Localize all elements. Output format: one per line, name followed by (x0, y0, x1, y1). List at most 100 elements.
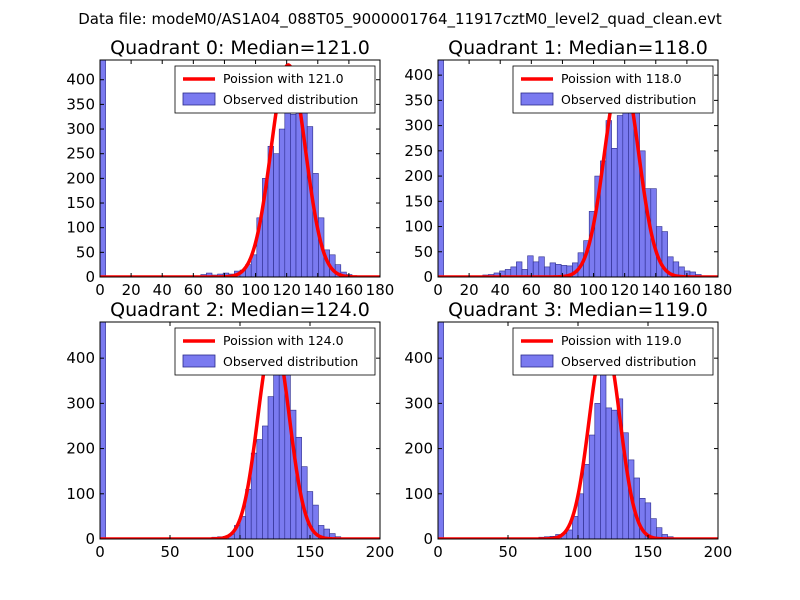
histogram-bar (605, 407, 612, 539)
x-tick-label: 150 (634, 543, 663, 561)
histogram-bar (312, 504, 319, 539)
histogram-bar (583, 464, 590, 539)
histogram-bar (278, 364, 286, 539)
x-tick-label: 20 (460, 281, 479, 299)
x-tick-label: 50 (498, 543, 517, 561)
y-tick-label: 400 (66, 349, 95, 367)
quadrant-0-panel: 0 20 40 60 80 100 120 140 160 1800501001502002503… (66, 37, 394, 299)
plot-area (438, 322, 718, 539)
panel-title: Quadrant 0: Median=121.0 (110, 37, 370, 59)
legend-observed-label: Observed distribution (561, 92, 696, 107)
x-tick-label: 40 (491, 281, 510, 299)
histogram-bar (628, 105, 635, 277)
x-tick-label: 100 (241, 281, 270, 299)
x-tick-label: 0 (95, 543, 105, 561)
y-tick-label: 50 (414, 243, 433, 261)
y-tick-label: 100 (404, 485, 433, 503)
y-tick-label: 0 (85, 268, 95, 286)
legend: Poission with 119.0 Observed distribution (512, 327, 714, 376)
plot-area (438, 60, 718, 277)
poisson-curve (100, 63, 380, 277)
histogram-bar (594, 403, 601, 539)
y-tick-label: 0 (423, 530, 433, 548)
x-tick-label: 80 (215, 281, 234, 299)
y-tick-label: 300 (404, 117, 433, 135)
poisson-curve (438, 68, 718, 277)
legend-observed-label: Observed distribution (561, 354, 696, 369)
x-tick-label: 120 (610, 281, 639, 299)
x-tick-label: 60 (522, 281, 541, 299)
y-tick-label: 50 (76, 243, 95, 261)
y-tick-label: 300 (404, 394, 433, 412)
legend-poisson-label: Poission with 124.0 (223, 333, 344, 348)
y-tick-label: 100 (66, 485, 95, 503)
axes-frame (99, 59, 381, 278)
histogram-bar (278, 128, 286, 277)
y-tick-label: 150 (66, 194, 95, 212)
x-tick-label: 0 (433, 281, 443, 299)
y-tick-label: 0 (423, 268, 433, 286)
histogram-bar (438, 322, 444, 539)
x-tick-label: 180 (366, 281, 395, 299)
y-tick-label: 400 (404, 66, 433, 84)
histogram-bar (549, 262, 556, 277)
y-tick-label: 400 (404, 349, 433, 367)
histogram-bar (611, 409, 618, 539)
quadrant-2-panel: 0 50 100 150 200 0 100 200 300 400 Quadrant 2: Med… (66, 299, 394, 561)
y-tick-label: 200 (404, 440, 433, 458)
legend-observed-label: Observed distribution (223, 354, 358, 369)
legend-observed-swatch (520, 92, 554, 106)
y-tick-label: 200 (66, 169, 95, 187)
quadrant-1-panel: 0 20 40 60 80 100 120 140 160 1800501001502002503… (404, 37, 732, 299)
x-tick-label: 160 (335, 281, 364, 299)
legend: Poission with 118.0 Observed distribution (512, 65, 714, 114)
histogram-bar (284, 91, 291, 277)
legend-poisson-label: Poission with 121.0 (223, 71, 344, 86)
histogram-bar (616, 115, 624, 277)
plot-area (100, 60, 380, 277)
x-tick-label: 60 (184, 281, 203, 299)
x-tick-label: 20 (122, 281, 141, 299)
quadrant-3-panel: 0 50 100 150 200 0 100 200 300 400 Quadrant 3: Med… (404, 299, 732, 561)
histogram-bar (527, 255, 534, 277)
x-tick-label: 180 (704, 281, 733, 299)
x-tick-label: 80 (553, 281, 572, 299)
y-tick-label: 350 (66, 95, 95, 113)
y-tick-label: 250 (66, 145, 95, 163)
legend-observed-swatch (182, 354, 216, 368)
x-tick-label: 0 (433, 543, 443, 561)
histogram-bar (438, 60, 444, 277)
y-tick-label: 250 (404, 142, 433, 160)
legend-observed-swatch (520, 354, 554, 368)
x-tick-label: 40 (153, 281, 172, 299)
x-tick-label: 200 (704, 543, 733, 561)
y-tick-label: 300 (66, 394, 95, 412)
legend-poisson-label: Poission with 118.0 (561, 71, 682, 86)
histogram-bar (100, 60, 106, 277)
y-tick-label: 400 (66, 71, 95, 89)
histogram-bar (256, 439, 263, 539)
y-tick-label: 200 (404, 167, 433, 185)
x-tick-label: 0 (95, 281, 105, 299)
histogram-bar (516, 261, 523, 277)
x-tick-label: 120 (272, 281, 301, 299)
x-tick-label: 160 (673, 281, 702, 299)
legend-observed-swatch (182, 92, 216, 106)
x-tick-label: 200 (366, 543, 395, 561)
histogram-bar (532, 261, 540, 277)
histogram-bar (611, 148, 618, 277)
y-tick-label: 100 (404, 218, 433, 236)
panel-title: Quadrant 1: Median=118.0 (448, 37, 708, 59)
legend: Poission with 121.0 Observed distribution (174, 65, 376, 114)
panel-title: Quadrant 3: Median=119.0 (448, 299, 708, 321)
x-tick-label: 100 (226, 543, 255, 561)
histogram-bar (273, 153, 280, 277)
histogram-bar (295, 111, 302, 277)
legend-observed-label: Observed distribution (223, 92, 358, 107)
legend: Poission with 124.0 Observed distribution (174, 327, 376, 376)
histogram-bar (600, 351, 607, 539)
x-tick-label: 100 (564, 543, 593, 561)
legend-poisson-label: Poission with 119.0 (561, 333, 682, 348)
x-tick-label: 100 (579, 281, 608, 299)
histogram-bar (588, 434, 596, 539)
